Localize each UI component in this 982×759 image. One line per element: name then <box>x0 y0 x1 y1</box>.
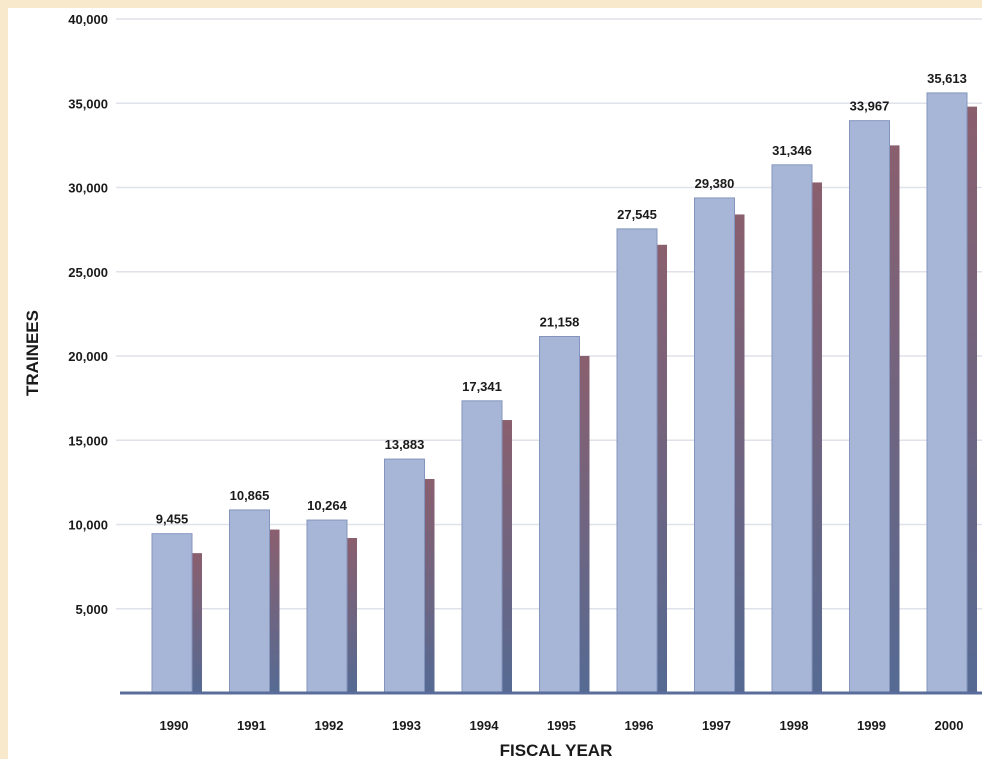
bar-shadow <box>345 537 357 693</box>
bar <box>849 120 890 694</box>
bar-chart: 5,000 10,000 15,000 20,000 25,000 30,000 35,00… <box>23 12 982 759</box>
x-tick-label: 1993 <box>392 718 421 733</box>
bar <box>384 458 425 694</box>
x-tick-label: 1991 <box>237 718 266 733</box>
y-tick-label: 10,000 <box>68 518 108 533</box>
x-tick-label: 1990 <box>160 718 189 733</box>
bar-shadow <box>267 529 280 693</box>
bar-shadow <box>190 553 202 693</box>
bar <box>926 92 968 694</box>
bar-value-label: 35,613 <box>927 71 967 86</box>
bar <box>306 519 348 694</box>
y-tick-labels: 5,000 10,000 15,000 20,000 25,000 30,000 35,00… <box>68 12 108 617</box>
bar-shadow <box>500 420 512 693</box>
bar-value-label: 10,264 <box>307 498 348 513</box>
bar-value-label: 13,883 <box>385 437 425 452</box>
bar-value-label: 17,341 <box>462 379 502 394</box>
x-tick-label: 1998 <box>780 718 809 733</box>
bar-value-labels: 9,455 10,865 10,264 13,883 17,341 21,158 27,54… <box>156 71 967 527</box>
bar-shadow <box>965 106 977 694</box>
bar-value-label: 21,158 <box>540 314 580 329</box>
x-axis-label: FISCAL YEAR <box>500 741 613 759</box>
y-tick-label: 40,000 <box>68 12 108 27</box>
bars <box>151 92 977 694</box>
bar <box>771 164 813 694</box>
chart-frame: 5,000 10,000 15,000 20,000 25,000 30,000 35,00… <box>8 8 982 759</box>
bar-value-label: 31,346 <box>772 143 812 158</box>
bar-shadow <box>577 356 590 693</box>
bar <box>616 228 658 694</box>
x-tick-label: 2000 <box>935 718 964 733</box>
x-tick-label: 1994 <box>470 718 500 733</box>
y-tick-label: 30,000 <box>68 181 108 196</box>
x-tick-label: 1992 <box>315 718 344 733</box>
bar <box>539 335 580 694</box>
bar-value-label: 29,380 <box>695 176 735 191</box>
bar-shadow <box>887 145 900 693</box>
bar-value-label: 33,967 <box>850 99 890 114</box>
bar <box>229 509 270 694</box>
bar <box>694 197 735 694</box>
y-axis-label: TRAINEES <box>23 310 42 396</box>
x-tick-label: 1997 <box>702 718 731 733</box>
y-tick-label: 20,000 <box>68 349 108 364</box>
x-tick-label: 1999 <box>857 718 886 733</box>
bar <box>461 400 503 694</box>
y-tick-label: 15,000 <box>68 433 108 448</box>
y-tick-label: 35,000 <box>68 96 108 111</box>
bar-value-label: 10,865 <box>230 488 270 503</box>
bar-shadow <box>655 244 667 694</box>
x-tick-label: 1995 <box>547 718 576 733</box>
bar-shadow <box>810 182 822 693</box>
y-tick-label: 25,000 <box>68 265 108 280</box>
bar-value-label: 9,455 <box>156 512 189 527</box>
x-tick-label: 1996 <box>625 718 654 733</box>
x-tick-labels: 1990 1991 1992 1993 1994 1995 1996 1997 1998 1999… <box>160 718 964 733</box>
bar <box>151 533 193 694</box>
y-tick-label: 5,000 <box>75 602 108 617</box>
bar-shadow <box>732 214 745 693</box>
bar-value-label: 27,545 <box>617 207 657 222</box>
bar-shadow <box>422 479 435 693</box>
